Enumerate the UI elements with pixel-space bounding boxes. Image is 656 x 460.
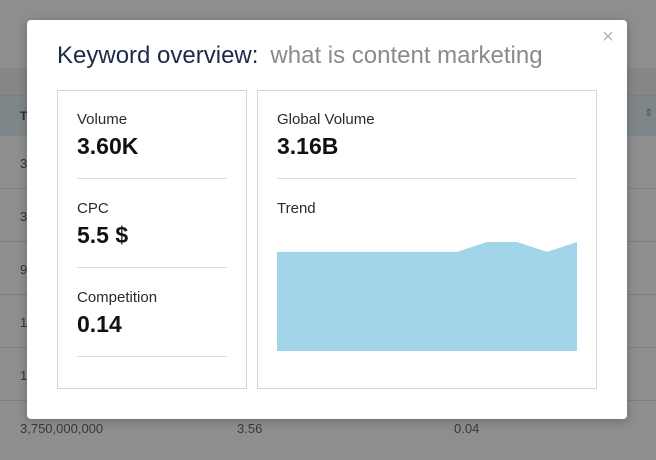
cpc-value: 5.5 $ xyxy=(77,222,129,248)
title-label: Keyword overview: xyxy=(57,42,259,69)
trend-chart xyxy=(277,242,577,351)
cpc-label: CPC xyxy=(77,200,109,217)
trend-metric: Trend xyxy=(277,200,316,218)
close-button[interactable]: × xyxy=(602,26,614,48)
metrics-panel: Volume 3.60K CPC 5.5 $ Competition 0.14 xyxy=(57,90,247,389)
volume-metric: Volume 3.60K xyxy=(77,111,138,160)
volume-value: 3.60K xyxy=(77,133,139,159)
global-volume-metric: Global Volume 3.16B xyxy=(277,111,375,160)
divider xyxy=(77,267,227,268)
divider xyxy=(77,356,227,357)
competition-value: 0.14 xyxy=(77,311,122,337)
global-panel: Global Volume 3.16B Trend xyxy=(257,90,597,389)
keyword-overview-modal: × Keyword overview: what is content marke… xyxy=(27,20,627,419)
volume-label: Volume xyxy=(77,111,128,128)
divider xyxy=(77,178,227,179)
competition-label: Competition xyxy=(77,289,158,306)
title-keyword: what is content marketing xyxy=(270,42,543,69)
divider xyxy=(277,178,577,179)
global-volume-value: 3.16B xyxy=(277,133,339,159)
modal-title: Keyword overview: what is content marketi… xyxy=(57,41,543,71)
global-volume-label: Global Volume xyxy=(277,111,375,128)
trend-label: Trend xyxy=(277,200,316,217)
competition-metric: Competition 0.14 xyxy=(77,289,157,338)
trend-area xyxy=(277,242,577,351)
table-row: 3,750,000,000 3.56 0.04 xyxy=(20,421,480,436)
sort-icon: ⇕ xyxy=(644,108,653,119)
cpc-metric: CPC 5.5 $ xyxy=(77,200,128,249)
